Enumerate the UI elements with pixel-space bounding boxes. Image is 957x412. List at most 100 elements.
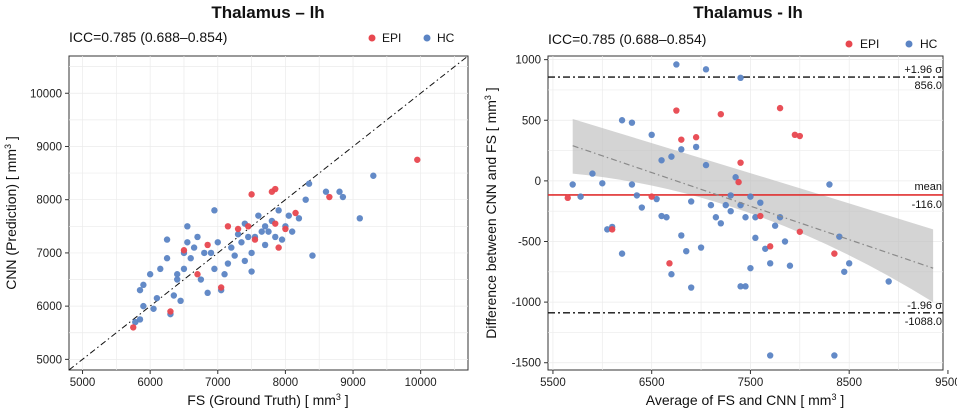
right-point-hc	[717, 220, 725, 227]
left-point-epi	[251, 236, 259, 243]
right-point-hc	[885, 278, 892, 285]
right-y-tick-label: -500	[518, 236, 541, 248]
right-icc-label: ICC=0.785 (0.688–0.854)	[548, 31, 706, 47]
right-point-epi	[796, 132, 804, 140]
left-point-hc	[261, 223, 269, 230]
right-point-hc	[673, 61, 680, 68]
left-point-epi	[248, 191, 255, 198]
right-point-hc	[757, 199, 764, 206]
right-y-tick-label: -1000	[512, 297, 541, 309]
right-point-hc	[618, 117, 626, 124]
right-point-hc	[692, 143, 700, 151]
left-point-hc	[194, 233, 201, 241]
right-point-hc	[653, 195, 660, 203]
left-point-hc	[163, 255, 171, 262]
left-point-hc	[211, 265, 218, 273]
left-point-hc	[248, 249, 255, 257]
right-reference-lines	[548, 76, 943, 314]
left-point-hc	[302, 196, 309, 203]
left-x-unit-exp: 3	[336, 392, 341, 402]
left-y-tick-label: 9000	[36, 141, 62, 153]
left-y-unit-exp: 3	[3, 144, 13, 149]
right-point-hc	[771, 222, 779, 229]
left-icc-label: ICC=0.785 (0.688–0.854)	[69, 29, 227, 45]
right-point-epi	[678, 136, 685, 143]
left-point-hc	[322, 188, 330, 195]
right-point-hc	[732, 174, 739, 181]
left-point-hc	[187, 255, 194, 262]
right-point-hc	[687, 198, 695, 205]
left-point-hc	[248, 268, 255, 275]
left-point-hc	[221, 271, 228, 278]
left-point-hc	[150, 305, 157, 312]
left-x-tick-label: 8000	[273, 377, 299, 389]
right-point-hc	[628, 181, 636, 188]
right-point-hc	[569, 181, 576, 188]
left-legend-hc-marker	[423, 34, 431, 42]
right-point-hc	[599, 180, 606, 187]
right-y-axis-label: Difference between CNN and FS [ mm3 ]	[483, 87, 499, 338]
right-point-hc	[712, 214, 720, 221]
right-point-epi	[648, 193, 655, 200]
right-upper-loa-label: +1.96 σ	[904, 64, 942, 76]
right-point-hc	[786, 262, 794, 269]
left-point-hc	[190, 244, 198, 251]
right-point-epi	[796, 228, 804, 235]
right-point-hc	[702, 161, 710, 169]
left-point-hc	[174, 276, 181, 283]
right-point-hc	[678, 146, 685, 153]
left-point-epi	[272, 220, 279, 227]
left-point-hc	[174, 271, 181, 278]
left-point-hc	[184, 239, 191, 246]
right-point-hc	[638, 204, 646, 211]
left-legend-hc-label: HC	[437, 31, 455, 45]
right-point-hc	[668, 271, 675, 278]
left-point-hc	[214, 239, 221, 246]
right-point-hc	[633, 192, 641, 199]
left-x-tick-label: 5000	[70, 377, 96, 389]
right-point-hc	[742, 214, 749, 221]
right-legend-epi-marker	[845, 40, 853, 48]
left-x-axis-label: FS (Ground Truth) [ mm3 ]	[187, 392, 348, 408]
left-point-hc	[238, 239, 245, 246]
right-point-hc	[826, 181, 833, 188]
left-point-hc	[339, 193, 347, 201]
left-y-tick-label: 5000	[36, 354, 62, 366]
right-x-tick-label: 9500	[935, 377, 957, 389]
left-chart: Thalamus – lh ICC=0.785 (0.688–0.854) EP…	[3, 3, 469, 408]
left-point-hc	[288, 228, 296, 235]
left-point-epi	[130, 324, 137, 331]
left-point-hc	[204, 289, 211, 297]
right-point-hc	[658, 212, 665, 220]
right-point-hc	[766, 260, 774, 267]
right-point-hc	[727, 207, 734, 215]
right-point-epi	[608, 226, 616, 233]
right-point-hc	[845, 260, 853, 267]
left-point-hc	[140, 302, 147, 310]
left-point-epi	[204, 241, 211, 249]
right-legend: EPI HC	[845, 37, 938, 51]
left-y-tick-label: 8000	[36, 195, 62, 207]
left-point-hc	[356, 215, 363, 222]
left-point-epi	[180, 247, 188, 254]
right-point-hc	[604, 226, 611, 233]
left-point-hc	[136, 286, 144, 294]
left-point-hc	[170, 292, 178, 299]
left-point-hc	[231, 252, 238, 259]
right-x-ticks: 5500 6500 7500 8500 9500	[540, 370, 957, 389]
right-point-epi	[666, 260, 673, 267]
left-point-epi	[282, 225, 289, 233]
right-mean-label: mean	[914, 181, 942, 193]
right-legend-epi-label: EPI	[860, 37, 879, 51]
left-point-epi	[224, 223, 232, 230]
right-lower-loa-value: -1088.0	[905, 316, 942, 328]
right-x-tick-label: 6500	[639, 377, 665, 389]
left-x-unit: mm	[313, 392, 336, 408]
left-point-epi	[245, 223, 252, 230]
left-point-hc	[278, 236, 286, 243]
left-x-ticks: 5000 6000 7000 8000 9000 10000	[70, 370, 437, 389]
right-legend-hc-marker	[905, 40, 913, 48]
left-x-tick-label: 10000	[405, 377, 437, 389]
right-y-tick-label: 1000	[515, 55, 541, 67]
right-point-hc	[683, 247, 690, 255]
